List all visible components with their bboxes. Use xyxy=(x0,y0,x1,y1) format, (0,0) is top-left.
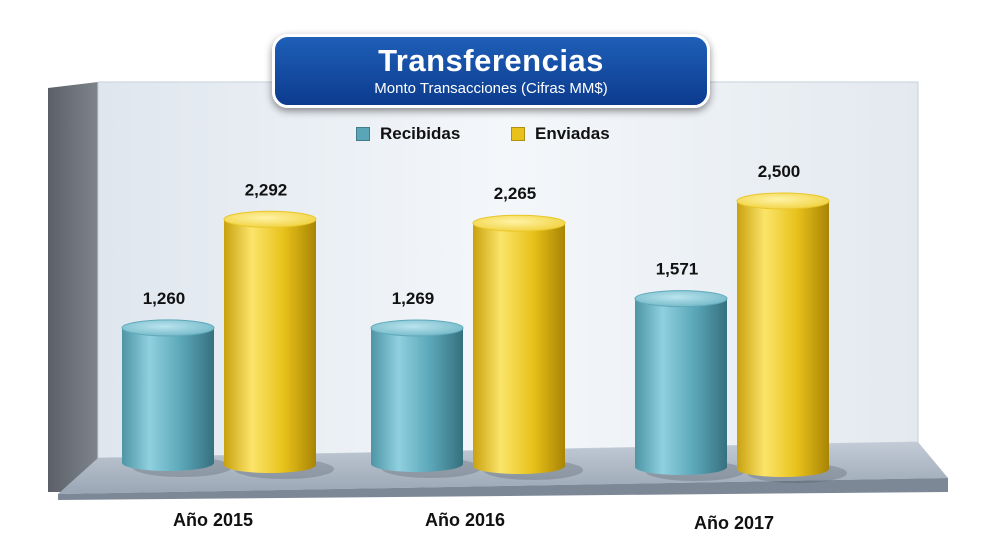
data-label-recibidas-1: 1,260 xyxy=(143,289,186,308)
x-tick-label-3: Año 2017 xyxy=(694,513,774,533)
bar-recibidas-3 xyxy=(634,290,745,481)
bar-enviadas-1 xyxy=(223,210,334,479)
chart-side-wall xyxy=(48,82,98,492)
bar-recibidas-2 xyxy=(370,319,481,478)
chart-title-box: Transferencias Monto Transacciones (Cifr… xyxy=(272,34,710,108)
chart-subtitle: Monto Transacciones (Cifras MM$) xyxy=(374,80,608,97)
x-tick-label-2: Año 2016 xyxy=(425,510,505,530)
legend-swatch-recibidas xyxy=(356,127,370,141)
bar-recibidas-1 xyxy=(121,319,232,477)
data-label-enviadas-2: 2,265 xyxy=(494,184,537,203)
bar-enviadas-2 xyxy=(472,214,583,480)
legend-item-enviadas: Enviadas xyxy=(511,123,610,145)
legend-label-recibidas: Recibidas xyxy=(380,124,461,143)
chart-floor-edge xyxy=(58,478,948,500)
bar-enviadas-3 xyxy=(736,192,847,483)
data-label-enviadas-1: 2,292 xyxy=(245,180,288,199)
chart-title: Transferencias xyxy=(378,43,604,78)
x-tick-label-1: Año 2015 xyxy=(173,510,253,530)
data-label-recibidas-2: 1,269 xyxy=(392,289,435,308)
legend-swatch-enviadas xyxy=(511,127,525,141)
legend-label-enviadas: Enviadas xyxy=(535,124,610,143)
data-label-recibidas-3: 1,571 xyxy=(656,260,699,279)
data-label-enviadas-3: 2,500 xyxy=(758,162,801,181)
legend-item-recibidas: Recibidas xyxy=(356,123,460,145)
